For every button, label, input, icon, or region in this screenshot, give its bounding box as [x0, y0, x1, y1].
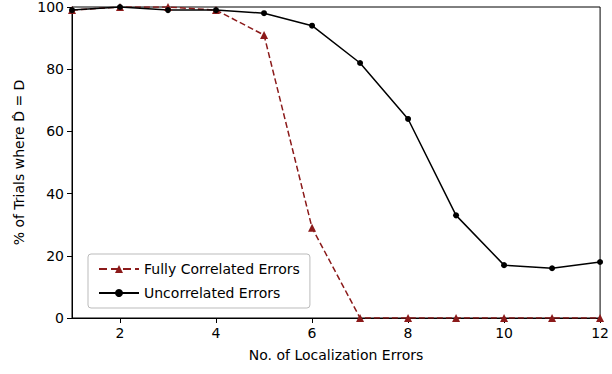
- svg-text:4: 4: [212, 325, 221, 341]
- svg-text:20: 20: [46, 248, 64, 264]
- svg-text:0: 0: [55, 310, 64, 326]
- svg-text:No. of Localization Errors: No. of Localization Errors: [249, 347, 423, 363]
- svg-text:2: 2: [116, 325, 125, 341]
- svg-text:100: 100: [37, 0, 64, 15]
- svg-text:8: 8: [404, 325, 413, 341]
- svg-text:12: 12: [591, 325, 609, 341]
- svg-text:10: 10: [495, 325, 513, 341]
- svg-text:6: 6: [308, 325, 317, 341]
- svg-text:40: 40: [46, 186, 64, 202]
- svg-text:Fully Correlated Errors: Fully Correlated Errors: [144, 261, 300, 277]
- svg-text:80: 80: [46, 61, 64, 77]
- svg-text:% of Trials where D̂ = D: % of Trials where D̂ = D: [11, 80, 27, 246]
- svg-text:Uncorrelated Errors: Uncorrelated Errors: [144, 285, 280, 301]
- svg-text:60: 60: [46, 123, 64, 139]
